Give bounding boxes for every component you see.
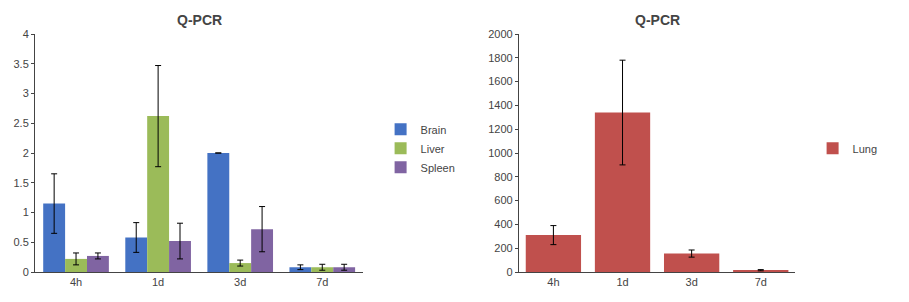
svg-text:Liver: Liver xyxy=(421,143,445,155)
svg-text:1400: 1400 xyxy=(488,99,512,111)
svg-text:3d: 3d xyxy=(234,276,246,288)
svg-text:0.5: 0.5 xyxy=(14,236,29,248)
svg-text:2.5: 2.5 xyxy=(14,117,29,129)
svg-text:3.5: 3.5 xyxy=(14,58,29,70)
svg-text:800: 800 xyxy=(494,171,512,183)
svg-text:4: 4 xyxy=(23,28,29,40)
svg-text:Spleen: Spleen xyxy=(421,162,455,174)
svg-text:0: 0 xyxy=(23,266,29,278)
svg-text:Q-PCR: Q-PCR xyxy=(177,12,222,28)
svg-text:4h: 4h xyxy=(547,276,559,288)
svg-text:3d: 3d xyxy=(686,276,698,288)
svg-text:2000: 2000 xyxy=(488,28,512,40)
svg-text:400: 400 xyxy=(494,218,512,230)
svg-text:1: 1 xyxy=(23,206,29,218)
svg-text:Brain: Brain xyxy=(421,124,447,136)
svg-text:1600: 1600 xyxy=(488,75,512,87)
svg-text:1200: 1200 xyxy=(488,123,512,135)
svg-text:600: 600 xyxy=(494,194,512,206)
svg-text:7d: 7d xyxy=(755,276,767,288)
svg-text:200: 200 xyxy=(494,242,512,254)
svg-text:1d: 1d xyxy=(616,276,628,288)
svg-text:1800: 1800 xyxy=(488,52,512,64)
svg-text:Q-PCR: Q-PCR xyxy=(635,12,680,28)
svg-text:1000: 1000 xyxy=(488,147,512,159)
svg-text:1.5: 1.5 xyxy=(14,177,29,189)
svg-text:4h: 4h xyxy=(70,276,82,288)
svg-text:2: 2 xyxy=(23,147,29,159)
svg-text:Lung: Lung xyxy=(853,143,877,155)
svg-text:7d: 7d xyxy=(316,276,328,288)
svg-text:0: 0 xyxy=(507,266,513,278)
svg-text:3: 3 xyxy=(23,87,29,99)
svg-text:1d: 1d xyxy=(152,276,164,288)
